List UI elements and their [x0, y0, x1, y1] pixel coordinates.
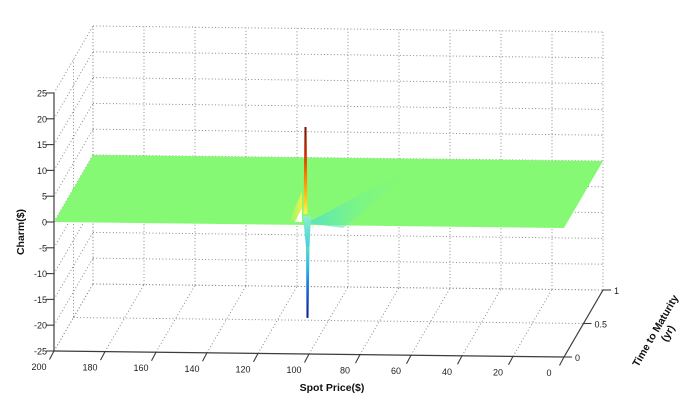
- floor-grid-line: [359, 287, 400, 355]
- leftwall-grid-line: [53, 77, 94, 145]
- spike-base-notch: [295, 208, 302, 222]
- y-axis-title: Time to Maturity (yr): [630, 293, 681, 369]
- x-tick-label: 180: [82, 363, 97, 373]
- x-tick-label: 140: [184, 364, 199, 374]
- x-tick: [406, 354, 412, 364]
- z-tick-label: -5: [39, 243, 47, 253]
- x-tick-label: 60: [391, 366, 401, 376]
- up-spike: [303, 126, 308, 214]
- leftwall-grid-line: [53, 232, 94, 300]
- x-tick: [457, 355, 463, 365]
- y-tick-label: 1: [614, 286, 619, 296]
- z-tick-label: 15: [37, 140, 47, 150]
- z-tick-label: -20: [34, 321, 47, 331]
- x-tick: [559, 356, 565, 366]
- z-tick-label: -15: [34, 295, 47, 305]
- backwall-grid-line: [92, 77, 604, 85]
- x-tick-label: 160: [133, 363, 148, 373]
- floor-grid-line: [92, 283, 604, 291]
- z-tick-label: 25: [37, 89, 47, 99]
- x-tick-label: 0: [546, 368, 551, 378]
- x-tick: [304, 353, 310, 363]
- z-tick-label: 5: [42, 192, 47, 202]
- z-tick-label: 20: [37, 114, 47, 124]
- z-tick-label: -25: [34, 347, 47, 357]
- floor-grid-line: [257, 286, 298, 354]
- floor-grid-line: [73, 317, 584, 324]
- backwall-grid-line: [92, 231, 604, 239]
- y-tick-label: 0: [575, 353, 580, 363]
- x-tick: [49, 350, 55, 360]
- down-spike-funnel: [303, 216, 311, 247]
- backwall-grid-line: [92, 102, 604, 110]
- x-tick: [202, 352, 208, 362]
- surface-polygon: [54, 155, 603, 228]
- leftwall-grid-line: [53, 257, 94, 326]
- backwall-grid-line: [92, 257, 604, 265]
- z-tick-label: 10: [37, 166, 47, 176]
- spike-base-flare: [289, 192, 302, 221]
- x-tick: [508, 356, 514, 366]
- strike-spike: [289, 126, 424, 318]
- x-tick-label: 200: [31, 362, 46, 372]
- x-tick-label: 20: [493, 367, 503, 377]
- z-tick-label: -10: [34, 269, 47, 279]
- x-tick: [253, 353, 259, 363]
- maturity-fan: [307, 161, 424, 228]
- floor-grid-line: [104, 284, 145, 352]
- x-tick: [151, 351, 157, 361]
- tick-marks: [46, 92, 611, 366]
- z-tick-label: 0: [42, 218, 47, 228]
- x-tick-label: 80: [340, 366, 350, 376]
- backwall-grid-line: [92, 128, 604, 136]
- x-axis-title: Spot Price($): [300, 382, 365, 394]
- leftwall-grid-line: [53, 103, 94, 171]
- z-axis-title: Charm($): [15, 209, 27, 255]
- charm-surface: [54, 155, 603, 228]
- backwall-grid-line: [92, 51, 604, 59]
- floor-grid-line: [461, 288, 502, 357]
- x-tick-label: 40: [442, 367, 452, 377]
- x-tick: [355, 354, 361, 364]
- down-spike: [306, 247, 310, 318]
- x-tick-label: 120: [235, 364, 250, 374]
- y-tick-label: 0.5: [595, 320, 608, 330]
- x-tick-label: 100: [286, 365, 301, 375]
- x-tick: [100, 351, 106, 361]
